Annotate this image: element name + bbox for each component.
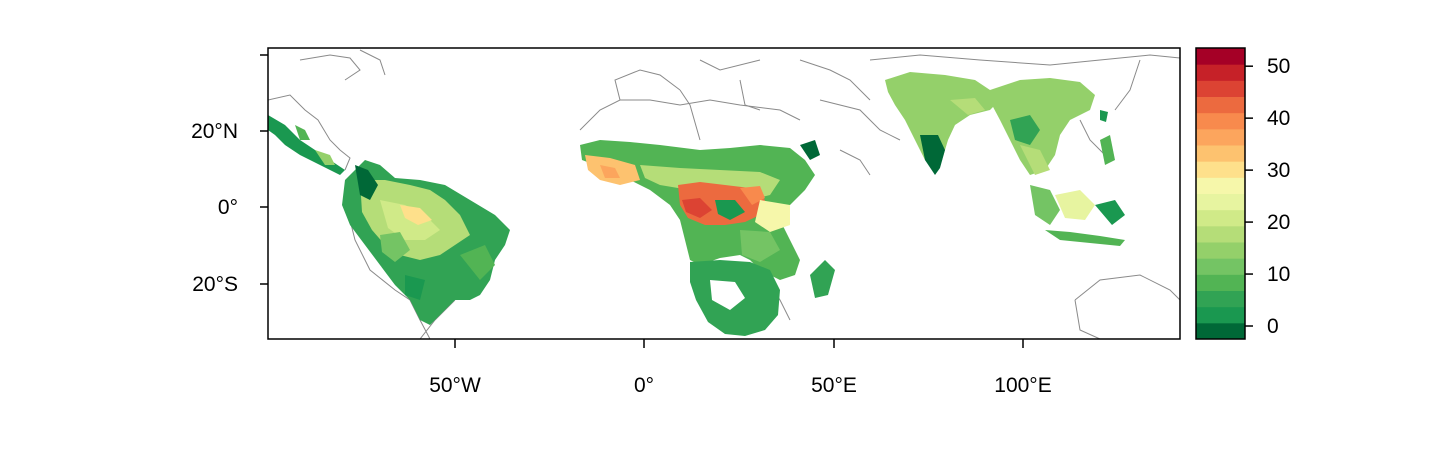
legend-tick-label: 20 [1267,211,1290,234]
x-axis [454,339,1024,348]
y-tick-label: 20°S [192,273,238,296]
legend-color-band [1196,80,1245,97]
y-tick-label: 20°N [191,120,238,143]
legend-axis: 50 40 30 20 10 0 [1245,55,1290,338]
plot-frame [267,47,1181,340]
legend-tick-label: 40 [1267,107,1290,130]
south-america-region [342,160,510,325]
central-america-region [268,115,345,175]
legend-color-band [1196,96,1245,114]
legend-tick-label: 50 [1267,55,1290,78]
legend-color-band [1196,193,1245,211]
x-tick-label: 50°E [811,374,857,397]
legend-color-band [1196,48,1245,65]
legend-tick-label: 30 [1267,159,1290,182]
legend-color-band [1196,64,1245,81]
y-tick-label: 0° [218,196,238,219]
legend-color-band [1196,322,1245,340]
y-axis [260,54,268,285]
legend-color-band [1196,225,1245,243]
legend-color-band [1196,177,1245,194]
legend-frame [1195,47,1246,340]
legend-color-band [1196,161,1245,178]
color-legend [1196,48,1245,340]
legend-color-band [1196,128,1245,146]
legend-color-band [1196,112,1245,130]
map-plot-area [268,49,1180,339]
southeast-asia-region [990,78,1125,246]
legend-tick-label: 10 [1267,263,1290,286]
legend-tick-label: 0 [1267,315,1279,338]
south-asia-region [885,72,1000,175]
legend-color-band [1196,145,1245,162]
africa-region [580,140,820,280]
legend-color-band [1196,242,1245,259]
x-tick-label: 0° [634,374,654,397]
legend-color-band [1196,209,1245,227]
legend-color-band [1196,290,1245,308]
legend-color-band [1196,274,1245,291]
southern-africa-region [690,260,835,336]
x-tick-label: 50°W [429,374,481,397]
legend-color-band [1196,258,1245,275]
legend-color-band [1196,306,1245,324]
x-tick-label: 100°E [994,374,1051,397]
